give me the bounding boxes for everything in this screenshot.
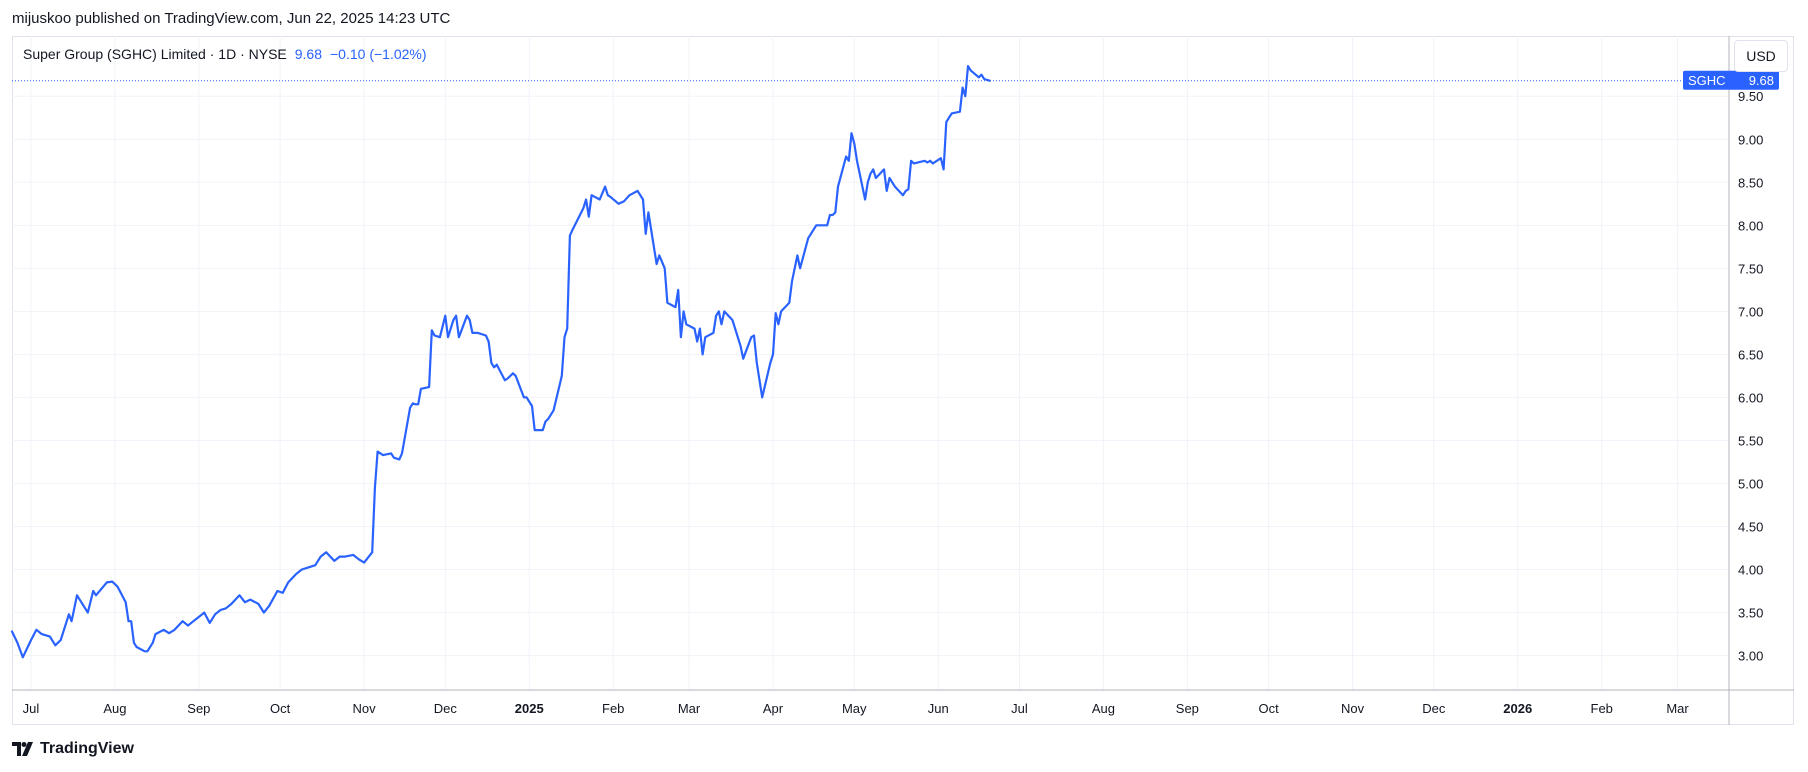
x-tick-label: Oct [270, 701, 291, 716]
tradingview-brand[interactable]: TradingView [12, 740, 134, 758]
x-tick-label: Jul [1011, 701, 1028, 716]
price-axis: 3.00 3.50 4.00 4.50 5.00 5.50 6.00 6.50 7.00 7.50… [1738, 89, 1763, 663]
symbol-description[interactable]: Super Group (SGHC) Limited · 1D · NYSE [23, 46, 287, 62]
x-tick-label: Aug [103, 701, 126, 716]
y-tick-label: 3.00 [1738, 649, 1763, 664]
currency-button[interactable]: USD [1734, 40, 1788, 72]
x-tick-label: Jul [23, 701, 40, 716]
x-tick-label: Aug [1092, 701, 1115, 716]
time-axis: Jul Aug Sep Oct Nov Dec 2025 Feb Mar Apr May Jun Jul… [23, 701, 1690, 716]
x-tick-label: Dec [434, 701, 458, 716]
price-line-series[interactable] [10, 65, 991, 659]
y-tick-label: 7.00 [1738, 304, 1763, 319]
y-tick-label: 9.00 [1738, 132, 1763, 147]
x-tick-label: Mar [678, 701, 701, 716]
y-tick-label: 5.50 [1738, 433, 1763, 448]
last-price-tag-symbol: SGHC [1688, 73, 1726, 88]
legend-change: −0.10 (−1.02%) [330, 46, 427, 62]
y-tick-label: 6.00 [1738, 390, 1763, 405]
x-tick-label: Oct [1258, 701, 1279, 716]
brand-name: TradingView [40, 740, 134, 757]
x-tick-label: Mar [1666, 701, 1689, 716]
y-tick-label: 6.50 [1738, 347, 1763, 362]
x-tick-label: 2025 [515, 701, 544, 716]
y-tick-label: 8.50 [1738, 175, 1763, 190]
x-tick-label: Feb [1591, 701, 1613, 716]
legend-price: 9.68 [294, 46, 322, 62]
x-tick-label: 2026 [1503, 701, 1532, 716]
y-tick-label: 5.00 [1738, 476, 1763, 491]
last-price-tag-value: 9.68 [1749, 73, 1774, 88]
published-caption: mijuskoo published on TradingView.com, J… [12, 10, 451, 27]
x-tick-label: Sep [1176, 701, 1199, 716]
x-tick-label: Sep [187, 701, 210, 716]
y-tick-label: 4.50 [1738, 520, 1763, 535]
last-price-tag-bg [1683, 70, 1779, 90]
x-tick-label: Nov [1341, 701, 1365, 716]
x-tick-label: May [842, 701, 867, 716]
y-tick-label: 7.50 [1738, 261, 1763, 276]
grid-lines [12, 36, 1729, 690]
chart-frame[interactable] [12, 36, 1794, 725]
x-tick-label: Dec [1422, 701, 1446, 716]
tradingview-logo-icon [12, 742, 33, 756]
y-tick-label: 9.50 [1738, 89, 1763, 104]
y-tick-label: 4.00 [1738, 563, 1763, 578]
x-tick-label: Nov [353, 701, 377, 716]
symbol-legend[interactable]: Super Group (SGHC) Limited · 1D · NYSE 9.… [23, 46, 427, 62]
last-price-tag: SGHC 9.68 [1683, 70, 1779, 90]
y-tick-label: 3.50 [1738, 606, 1763, 621]
x-tick-label: Feb [602, 701, 624, 716]
x-tick-label: Jun [928, 701, 949, 716]
y-tick-label: 8.00 [1738, 218, 1763, 233]
x-tick-label: Apr [763, 701, 784, 716]
